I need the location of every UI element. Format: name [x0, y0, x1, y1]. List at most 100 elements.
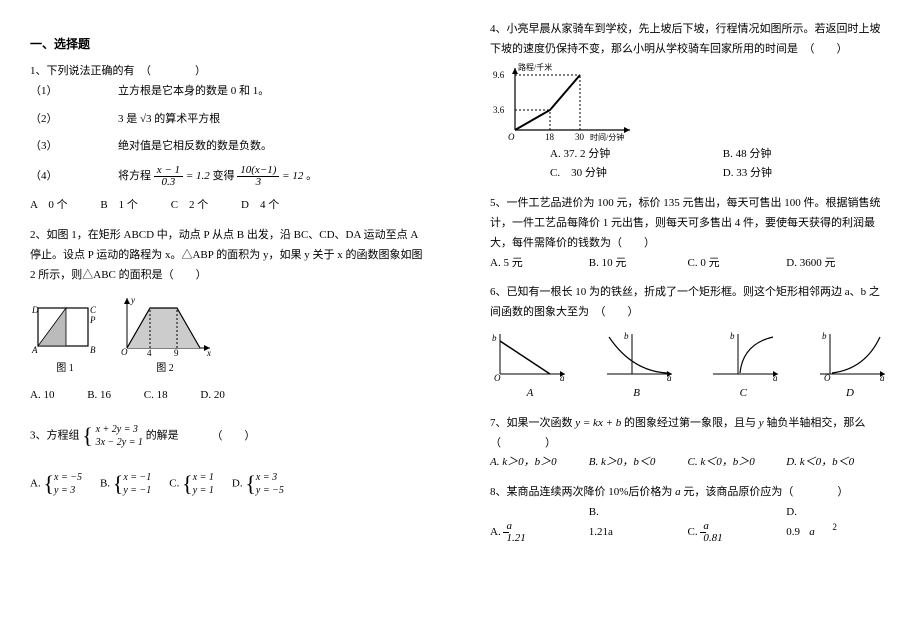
svg-text:A: A: [31, 345, 38, 355]
q4-graph: 9.6 3.6 O 18 30 路程/千米 时间/分钟: [490, 60, 640, 145]
svg-text:D: D: [31, 305, 39, 315]
question-6: 6、已知有一根长 10 为的铁丝，折成了一个矩形框。则这个矩形相邻两边 a、b …: [490, 283, 890, 403]
svg-text:30: 30: [575, 132, 585, 142]
q7-opt-a[interactable]: A. k＞0，b＞0: [490, 453, 586, 473]
svg-text:b: b: [822, 331, 827, 341]
q1-s4: （4） 将方程 x − 10.3 = 1.2 变得 10(x−1)3 = 12 …: [30, 165, 430, 188]
svg-text:3.6: 3.6: [493, 105, 505, 115]
svg-text:a: a: [667, 373, 672, 383]
fraction-x-1-03: x − 10.3: [154, 165, 183, 188]
trapezoid-graph: O 4 9 x y: [115, 293, 215, 358]
q1-s3: （3） 绝对值是它相反数的数是负数。: [30, 137, 430, 157]
q2-opt-b[interactable]: B. 16: [87, 386, 111, 406]
svg-text:y: y: [130, 295, 135, 305]
svg-text:b: b: [624, 331, 629, 341]
left-column: 一、选择题 1、下列说法正确的有 （ ） （1） 立方根是它本身的数是 0 和 …: [0, 0, 460, 637]
sqrt3-icon: √3: [140, 113, 152, 125]
q6-graph-c[interactable]: ba C: [703, 329, 783, 404]
svg-text:O: O: [494, 373, 501, 383]
q5-options: A. 5 元 B. 10 元 C. 0 元 D. 3600 元: [490, 254, 890, 274]
q3-opt-c[interactable]: C. {x = 1y = 1: [169, 464, 214, 504]
question-4: 4、小亮早晨从家骑车到学校，先上坡后下坡，行程情况如图所示。若返回时上坡下坡的速…: [490, 20, 890, 184]
svg-text:4: 4: [147, 348, 152, 358]
fig1-caption: 图 1: [30, 360, 100, 378]
svg-text:9.6: 9.6: [493, 70, 505, 80]
q8-opt-b[interactable]: B. 1.21a: [589, 503, 685, 543]
svg-text:O: O: [121, 347, 128, 357]
q1-opt-d[interactable]: D 4 个: [241, 196, 279, 216]
question-2: 2、如图 1，在矩形 ABCD 中，动点 P 从点 B 出发，沿 BC、CD、D…: [30, 226, 430, 406]
q6-graph-a[interactable]: bOa A: [490, 329, 570, 404]
q6-graph-b[interactable]: ba B: [597, 329, 677, 404]
figure-2: O 4 9 x y 图 2: [115, 293, 215, 378]
q7-options: A. k＞0，b＞0 B. k＞0，b＜0 C. k＜0，b＞0 D. k＜0，…: [490, 453, 890, 473]
q8-opt-c[interactable]: C. a0.81: [688, 521, 784, 544]
q2-options: A. 10 B. 16 C. 18 D. 20: [30, 386, 430, 406]
q1-opt-c[interactable]: C 2 个: [171, 196, 209, 216]
figure-1: D C P A B 图 1: [30, 303, 100, 378]
rectangle-figure: D C P A B: [30, 303, 100, 358]
q3-opt-b[interactable]: B. {x = −1y = −1: [100, 464, 151, 504]
q1-opt-b[interactable]: B 1 个: [100, 196, 138, 216]
svg-text:O: O: [824, 373, 831, 383]
q1-stem: 1、下列说法正确的有 （ ）: [30, 62, 430, 82]
svg-text:O: O: [508, 132, 515, 142]
q6-graph-d[interactable]: bOa D: [810, 329, 890, 404]
q8-opt-d[interactable]: D. 0.9a2: [786, 503, 882, 543]
q5-stem: 5、一件工艺品进价为 100 元，标价 135 元售出，每天可售出 100 件。…: [490, 194, 890, 253]
svg-text:9: 9: [174, 348, 179, 358]
question-8: 8、某商品连续两次降价 10%后价格为 a 元，该商品原价应为（ ） A. a1…: [490, 483, 890, 544]
svg-text:b: b: [730, 331, 735, 341]
svg-text:a: a: [880, 373, 885, 383]
q6-graphs: bOa A ba B ba C bOa D: [490, 329, 890, 404]
q4-opt-c[interactable]: C. 30 分钟: [550, 164, 720, 184]
q2-opt-c[interactable]: C. 18: [144, 386, 168, 406]
svg-text:时间/分钟: 时间/分钟: [590, 132, 624, 142]
svg-text:C: C: [90, 305, 97, 315]
q4-opt-d[interactable]: D. 33 分钟: [723, 167, 772, 179]
q5-opt-c[interactable]: C. 0 元: [688, 254, 784, 274]
q4-stem: 4、小亮早晨从家骑车到学校，先上坡后下坡，行程情况如图所示。若返回时上坡下坡的速…: [490, 20, 890, 60]
question-7: 7、如果一次函数 y = kx + b 的图象经过第一象限，且与 y 轴负半轴相…: [490, 414, 890, 473]
q8-opt-a[interactable]: A. a1.21: [490, 521, 586, 544]
q2-figures: D C P A B 图 1: [30, 293, 430, 378]
svg-text:P: P: [89, 315, 96, 325]
q7-opt-c[interactable]: C. k＜0，b＞0: [688, 453, 784, 473]
question-5: 5、一件工艺品进价为 100 元，标价 135 元售出，每天可售出 100 件。…: [490, 194, 890, 273]
fig2-caption: 图 2: [115, 360, 215, 378]
y-kx-b: y = kx + b: [575, 417, 621, 429]
svg-text:路程/千米: 路程/千米: [518, 62, 552, 72]
q2-opt-a[interactable]: A. 10: [30, 386, 54, 406]
svg-text:a: a: [773, 373, 778, 383]
system-main: x + 2y = 33x − 2y = 1: [96, 423, 143, 449]
brace-icon: {: [82, 423, 93, 448]
q8-options: A. a1.21 B. 1.21a C. a0.81 D. 0.9a2: [490, 503, 890, 544]
svg-text:a: a: [560, 373, 565, 383]
right-column: 4、小亮早晨从家骑车到学校，先上坡后下坡，行程情况如图所示。若返回时上坡下坡的速…: [460, 0, 920, 637]
q2-opt-d[interactable]: D. 20: [200, 386, 224, 406]
q4-opt-a[interactable]: A. 37. 2 分钟: [550, 145, 720, 165]
q3-opt-a[interactable]: A. {x = −5y = 3: [30, 464, 82, 504]
q2-stem: 2、如图 1，在矩形 ABCD 中，动点 P 从点 B 出发，沿 BC、CD、D…: [30, 226, 430, 285]
svg-text:B: B: [90, 345, 96, 355]
section-heading: 一、选择题: [30, 35, 430, 52]
q5-opt-d[interactable]: D. 3600 元: [786, 254, 882, 274]
q4-options: A. 37. 2 分钟 B. 48 分钟 C. 30 分钟 D. 33 分钟: [550, 145, 890, 185]
q1-s2: （2） 3 是 √3 的算术平方根: [30, 110, 430, 130]
q3-opt-d[interactable]: D. {x = 3y = −5: [232, 464, 284, 504]
question-1: 1、下列说法正确的有 （ ） （1） 立方根是它本身的数是 0 和 1。 （2）…: [30, 62, 430, 216]
q1-options: A 0 个 B 1 个 C 2 个 D 4 个: [30, 196, 430, 216]
q7-opt-b[interactable]: B. k＞0，b＜0: [589, 453, 685, 473]
q5-opt-a[interactable]: A. 5 元: [490, 254, 586, 274]
question-3: 3、方程组 { x + 2y = 33x − 2y = 1 的解是 （ ） A.…: [30, 416, 430, 503]
q6-stem: 6、已知有一根长 10 为的铁丝，折成了一个矩形框。则这个矩形相邻两边 a、b …: [490, 283, 890, 323]
svg-text:b: b: [492, 333, 497, 343]
q7-opt-d[interactable]: D. k＜0，b＜0: [786, 453, 882, 473]
q1-s1: （1） 立方根是它本身的数是 0 和 1。: [30, 82, 430, 102]
fraction-10x-1-3: 10(x−1)3: [237, 165, 279, 188]
q5-opt-b[interactable]: B. 10 元: [589, 254, 685, 274]
svg-text:18: 18: [545, 132, 555, 142]
q1-opt-a[interactable]: A 0 个: [30, 196, 68, 216]
q3-options: A. {x = −5y = 3 B. {x = −1y = −1 C. {x =…: [30, 464, 430, 504]
q4-opt-b[interactable]: B. 48 分钟: [723, 148, 772, 160]
